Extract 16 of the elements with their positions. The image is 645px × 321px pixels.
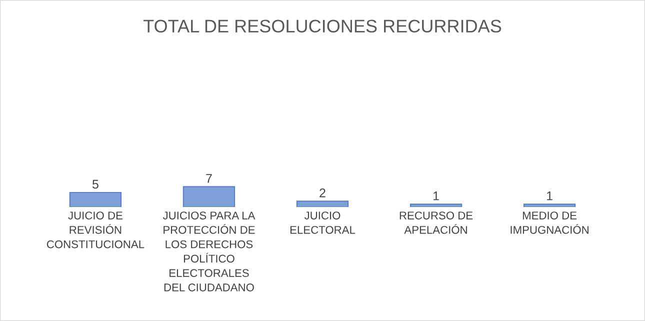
data-label: 5 [92,180,98,189]
x-tick-label: JUICIO ELECTORAL [290,212,356,234]
bar [69,192,122,208]
bar [410,204,462,208]
x-tick-label: JUICIOS PARA LA PROTECCIÓN DE LOS DERECHOS POLÍTICO ELECTORALES DEL CIUDADANO [162,212,256,292]
x-tick-label: MEDIO DE IMPUGNACIÓN [510,212,588,234]
bar [182,186,236,208]
data-label: 1 [547,192,552,200]
bar [523,204,576,208]
data-label: 7 [206,174,212,183]
x-tick-label: RECURSO DE APELACIÓN [400,212,473,234]
chart-title: TOTAL DE RESOLUCIONES RECURRIDAS [143,20,502,33]
data-label: 2 [320,188,326,198]
data-label: 1 [434,192,439,200]
x-tick-label: JUICIO DE REVISIÓN CONSTITUCIONAL [46,212,144,248]
bar [296,200,349,208]
